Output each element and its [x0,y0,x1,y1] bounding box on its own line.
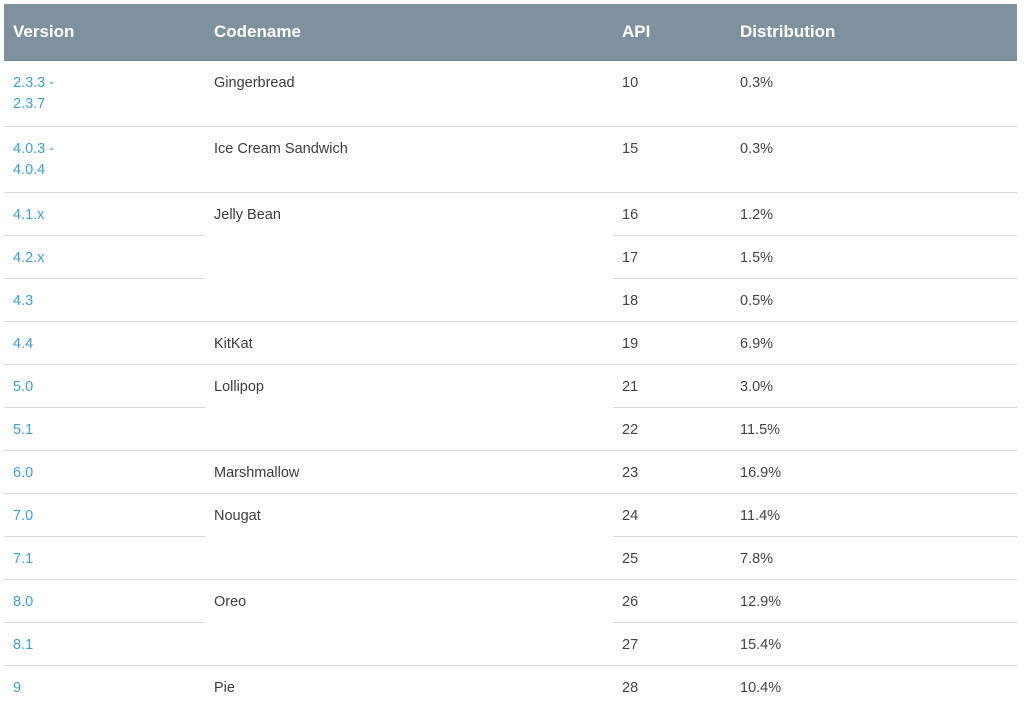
version-link[interactable]: 6.0 [4,450,205,494]
api-cell: 16 [613,192,731,236]
table-row: 8.0 Oreo 26 12.9% [4,579,1017,666]
table-row: 4.4 KitKat 19 6.9% [4,321,1017,365]
codename-cell: KitKat [205,321,613,365]
distribution-cell: 11.5% [731,407,1017,451]
distribution-cell: 16.9% [731,450,1017,494]
codename-cell: Oreo [205,579,613,666]
table-row: 9 Pie 28 10.4% [4,666,1017,709]
table-row: 5.1 22 11.5% [4,407,1017,451]
codename-cell: Ice Cream Sandwich [205,126,613,193]
api-cell: 18 [613,278,731,322]
distribution-cell: 0.3% [731,60,1017,127]
distribution-cell: 12.9% [731,579,1017,623]
api-cell: 21 [613,364,731,408]
table-row: 7.0 Nougat 24 11.4% [4,493,1017,580]
header-row: Version Codename API Distribution [4,4,1017,61]
distribution-cell: 11.4% [731,493,1017,537]
distribution-cell: 1.5% [731,235,1017,279]
api-cell: 17 [613,235,731,279]
header-api: API [613,4,731,61]
distribution-cell: 1.2% [731,192,1017,236]
distribution-cell: 6.9% [731,321,1017,365]
distribution-cell: 15.4% [731,622,1017,666]
api-cell: 27 [613,622,731,666]
version-link[interactable]: 5.0 [4,364,205,408]
version-link[interactable]: 7.1 [4,536,205,580]
version-link[interactable]: 2.3.3 -2.3.7 [4,60,205,127]
api-cell: 26 [613,579,731,623]
version-link[interactable]: 4.0.3 -4.0.4 [4,126,205,193]
distribution-cell: 7.8% [731,536,1017,580]
header-codename: Codename [205,4,613,61]
distribution-cell: 3.0% [731,364,1017,408]
table-row: 4.3 18 0.5% [4,278,1017,322]
version-link[interactable]: 8.1 [4,622,205,666]
table-row: 5.0 Lollipop 21 3.0% [4,364,1017,451]
table-row: 4.1.x Jelly Bean 16 1.2% [4,192,1017,322]
codename-cell: Pie [214,680,235,696]
version-link[interactable]: 4.3 [4,278,205,322]
api-cell: 25 [613,536,731,580]
version-link[interactable]: 4.1.x [4,192,205,236]
distribution-cell: 0.5% [731,278,1017,322]
header-version: Version [4,4,205,61]
version-link[interactable]: 8.0 [4,579,205,623]
version-link[interactable]: 4.2.x [4,235,205,279]
version-link[interactable]: 5.1 [4,407,205,451]
table-row: 7.1 25 7.8% [4,536,1017,580]
codename-cell: Lollipop [205,364,613,451]
api-cell: 19 [613,321,731,365]
version-link[interactable]: 7.0 [4,493,205,537]
api-cell: 15 [613,126,731,193]
table-row: 2.3.3 -2.3.7 Gingerbread 10 0.3% [4,60,1017,127]
table-row: 4.0.3 -4.0.4 Ice Cream Sandwich 15 0.3% [4,126,1017,193]
api-cell: 22 [613,407,731,451]
version-link[interactable]: 9 [13,680,22,696]
api-cell: 10 [613,60,731,127]
codename-cell: Gingerbread [205,60,613,127]
codename-cell: Marshmallow [205,450,613,494]
table-header: Version Codename API Distribution [4,4,1017,61]
table-row: 8.1 27 15.4% [4,622,1017,666]
api-cell: 23 [613,450,731,494]
codename-cell: Jelly Bean [205,192,613,322]
distribution-table: Version Codename API Distribution 2.3.3 … [4,4,1017,708]
header-distribution: Distribution [731,4,1017,61]
distribution-cell: 0.3% [731,126,1017,193]
api-cell: 28 [622,680,639,696]
distribution-cell: 10.4% [740,680,782,696]
api-cell: 24 [613,493,731,537]
table-row: 4.2.x 17 1.5% [4,235,1017,279]
table-body: 2.3.3 -2.3.7 Gingerbread 10 0.3% 4.0.3 -… [4,60,1017,709]
codename-cell: Nougat [205,493,613,580]
table-row: 6.0 Marshmallow 23 16.9% [4,450,1017,494]
version-link[interactable]: 4.4 [4,321,205,365]
